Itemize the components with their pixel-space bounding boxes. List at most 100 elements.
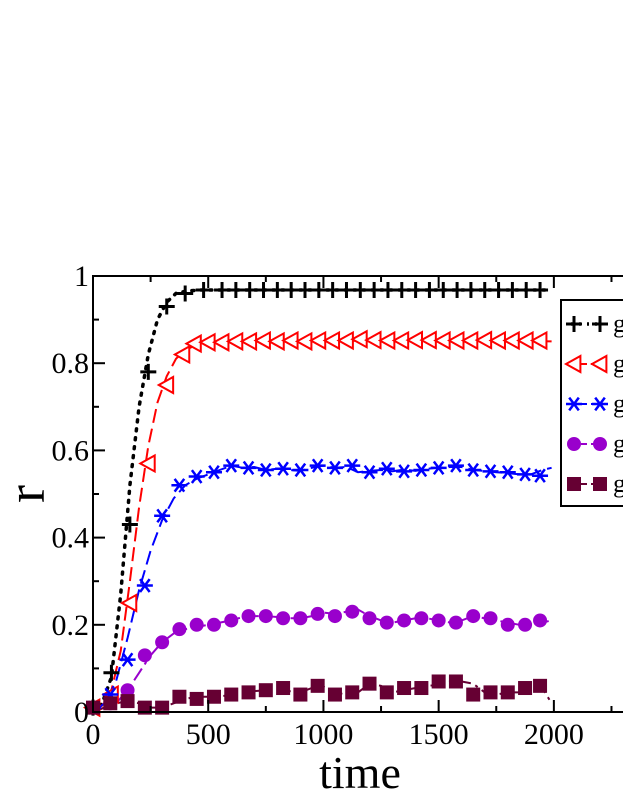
circle-marker	[293, 611, 308, 626]
circle-marker	[397, 613, 412, 628]
triangle-marker	[474, 330, 493, 350]
triangle-marker	[281, 330, 299, 351]
triangle-marker	[156, 375, 175, 395]
plus-marker	[103, 664, 120, 681]
triangle-marker	[119, 593, 138, 613]
square-marker	[103, 696, 118, 711]
circle-marker	[345, 604, 360, 619]
triangle-marker	[391, 330, 410, 351]
plus-marker	[140, 363, 157, 380]
legend-label-4: g	[613, 469, 623, 498]
asterisk-marker	[309, 458, 326, 473]
plus-marker	[269, 281, 286, 298]
square-marker	[448, 674, 463, 689]
circle-marker	[518, 617, 533, 632]
circle-marker	[593, 437, 607, 451]
plus-marker	[366, 281, 383, 298]
square-marker	[379, 685, 394, 700]
triangle-marker	[267, 331, 285, 352]
square-marker	[431, 674, 446, 689]
square-marker	[241, 685, 256, 700]
asterisk-marker	[447, 458, 464, 473]
triangle-marker	[336, 330, 354, 351]
triangle-marker	[563, 354, 582, 374]
y-tick-label: 0	[74, 696, 89, 729]
circle-marker	[206, 617, 221, 632]
asterisk-marker	[154, 508, 171, 523]
legend-label-1: g	[613, 349, 623, 378]
plus-marker	[195, 281, 212, 298]
plus-marker	[158, 298, 175, 315]
square-marker	[276, 681, 291, 696]
triangle-marker	[211, 332, 230, 352]
square-marker	[533, 678, 548, 693]
triangle-marker	[253, 330, 271, 351]
triangle-marker	[294, 331, 313, 352]
plus-marker	[214, 281, 231, 298]
x-axis-label: time	[319, 747, 401, 798]
asterisk-marker	[240, 460, 257, 475]
circle-marker	[448, 615, 463, 630]
square-marker	[397, 681, 412, 696]
plus-marker	[352, 281, 369, 298]
asterisk-marker	[119, 652, 136, 667]
triangle-marker	[350, 329, 368, 349]
asterisk-marker	[592, 396, 608, 412]
triangle-marker	[419, 330, 437, 350]
plus-marker	[407, 281, 424, 298]
square-marker	[466, 687, 481, 702]
asterisk-marker	[378, 461, 395, 476]
circle-marker	[172, 622, 187, 637]
asterisk-marker	[413, 462, 430, 478]
square-marker	[345, 685, 360, 700]
asterisk-marker	[517, 467, 534, 482]
plus-marker	[462, 281, 479, 298]
square-marker	[483, 685, 498, 700]
plus-marker	[449, 281, 466, 298]
y-tick-label: 0.2	[52, 609, 90, 642]
circle-marker	[120, 683, 135, 698]
plus-marker	[532, 281, 549, 298]
triangle-marker	[364, 330, 382, 350]
x-tick-label: 1000	[293, 718, 353, 751]
asterisk-marker	[171, 478, 188, 493]
plus-marker	[177, 285, 194, 302]
asterisk-marker	[532, 468, 549, 483]
square-marker	[258, 683, 273, 698]
square-marker	[293, 687, 308, 702]
asterisk-marker	[430, 460, 447, 475]
x-tick-label: 2000	[524, 718, 584, 751]
marker-layer	[82, 281, 549, 718]
y-axis-label: r	[0, 485, 56, 503]
circle-marker	[155, 635, 170, 650]
square-marker	[414, 681, 429, 696]
series-line-2	[92, 464, 552, 713]
plus-marker	[592, 316, 608, 332]
plus-marker	[283, 281, 300, 298]
plus-marker	[241, 281, 258, 298]
square-marker	[310, 678, 325, 693]
circle-marker	[362, 611, 377, 626]
x-tick-label: 500	[186, 718, 231, 751]
circle-marker	[258, 609, 273, 624]
triangle-marker	[529, 330, 548, 351]
y-tick-label: 1	[74, 260, 89, 293]
circle-marker	[310, 606, 325, 621]
square-marker	[500, 685, 515, 700]
square-marker	[224, 687, 239, 702]
triangle-marker	[138, 453, 156, 474]
circle-marker	[379, 615, 394, 630]
asterisk-marker	[344, 458, 361, 473]
asterisk-marker	[499, 465, 516, 480]
plus-marker	[435, 281, 452, 298]
circle-marker	[137, 648, 152, 663]
circle-marker	[500, 617, 515, 632]
asterisk-marker	[396, 464, 413, 479]
square-marker	[120, 694, 135, 709]
x-tick-label: 0	[86, 718, 101, 751]
plus-marker	[310, 281, 327, 298]
circle-marker	[276, 611, 291, 626]
square-marker	[206, 689, 221, 704]
